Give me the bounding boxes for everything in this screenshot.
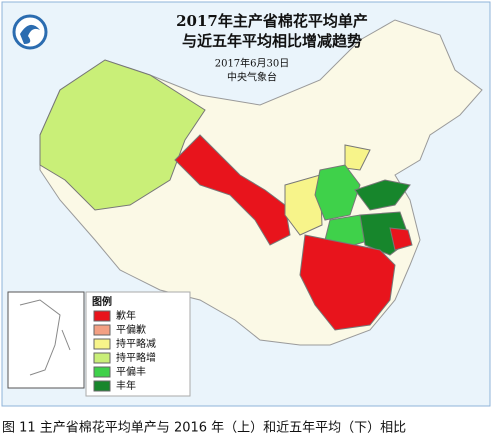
region-henan	[324, 214, 371, 249]
region-east	[389, 227, 413, 251]
legend-title: 图例	[92, 295, 112, 308]
legend-label: 平偏歉	[116, 323, 146, 336]
agency: 中央气象台	[227, 71, 277, 84]
legend-label: 丰年	[116, 379, 136, 392]
legend-swatch	[93, 352, 111, 364]
date: 2017年6月30日	[215, 57, 290, 70]
region-northwest	[174, 134, 291, 246]
title-line2: 与近五年平均相比增减趋势	[182, 32, 362, 50]
legend-label: 持平略减	[116, 337, 156, 350]
legend-swatch	[93, 338, 111, 350]
logo-mark	[20, 24, 40, 44]
title-line1: 2017年主产省棉花平均单产	[176, 12, 368, 30]
caption: 图 11 主产省棉花平均单产与 2016 年（上）和近五年平均（下）相比	[2, 420, 406, 436]
region-hebei	[314, 164, 361, 221]
inset-south-sea	[19, 299, 71, 376]
region-shaanxi-shanxi	[284, 174, 323, 236]
legend-swatch	[93, 380, 111, 392]
region-tianjin	[344, 144, 371, 171]
legend-label: 平偏丰	[116, 365, 146, 378]
legend-label: 持平略增	[116, 351, 156, 364]
region-central-south	[299, 234, 396, 331]
inset-frame	[7, 291, 85, 389]
legend-swatch	[93, 310, 111, 322]
legend-swatch	[93, 366, 111, 378]
legend-label: 歉年	[116, 309, 136, 322]
region-shandong	[354, 179, 411, 211]
legend-swatch	[93, 324, 111, 336]
